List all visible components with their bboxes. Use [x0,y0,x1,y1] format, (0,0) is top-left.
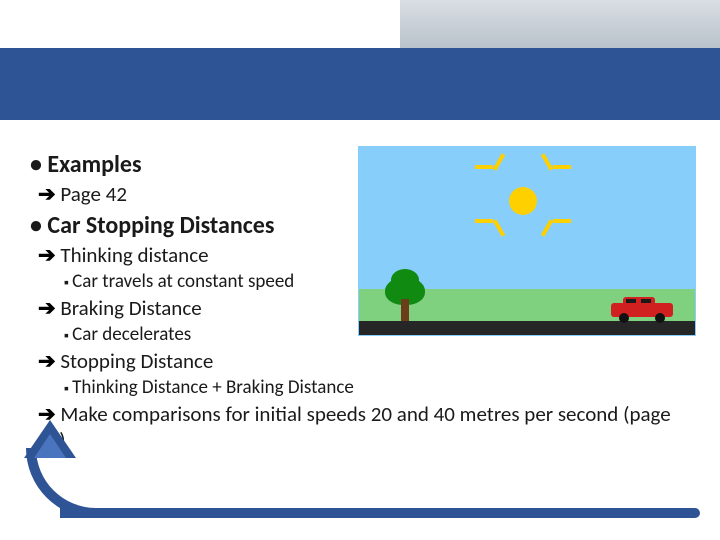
bullet-examples: Examples [30,150,690,179]
bullet-braking: Braking Distance [38,295,690,321]
arrow-curve [26,448,96,518]
arrow-shaft [60,508,700,518]
bullet-stopping-heading: Car Stopping Distances [30,211,690,240]
subbullet-stopping: Thinking Distance + Braking Distance [64,376,690,399]
subbullet-braking: Car decelerates [64,323,690,346]
bullet-stopping: Stopping Distance [38,348,690,374]
arrow-head-inner [34,434,66,458]
footer-arrow: 16 [20,412,700,522]
slide-title: nly Accelerated Motion [92,54,442,99]
page-number: 16 [672,489,686,506]
slide-root: nly Accelerated Motion Examples Page 42 … [0,0,720,540]
subbullet-thinking: Car travels at constant speed [64,270,690,293]
bullet-page-ref: Page 42 [38,181,690,207]
content-block: Examples Page 42 Car Stopping Distances … [30,146,690,454]
bullet-thinking: Thinking distance [38,242,690,268]
